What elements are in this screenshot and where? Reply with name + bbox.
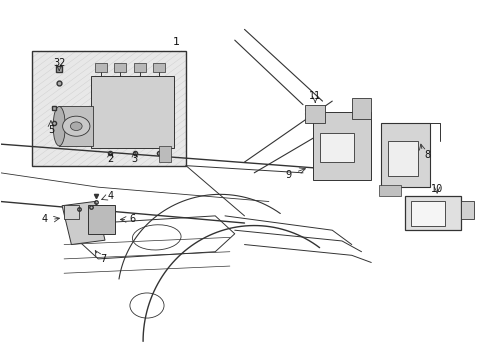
Ellipse shape (53, 107, 65, 146)
Text: 6: 6 (129, 215, 135, 224)
Bar (153, 63, 164, 72)
Bar (114, 63, 126, 72)
Bar (405, 196, 461, 230)
Bar (380, 123, 429, 187)
Text: 7: 7 (100, 254, 106, 264)
Bar (378, 185, 400, 196)
Bar (410, 201, 445, 226)
Bar (64, 205, 79, 220)
Bar (88, 205, 115, 234)
Circle shape (62, 116, 90, 136)
Bar (91, 76, 173, 148)
Text: 3: 3 (131, 154, 138, 164)
Text: 4: 4 (41, 215, 47, 224)
Bar (320, 134, 353, 162)
Text: 11: 11 (308, 91, 321, 101)
Text: 5: 5 (48, 125, 54, 135)
Text: 1: 1 (172, 37, 180, 47)
Bar (312, 112, 370, 180)
Bar (134, 63, 145, 72)
Text: 4: 4 (107, 191, 113, 201)
Bar (59, 107, 93, 146)
Bar (62, 201, 105, 244)
Bar (32, 51, 185, 166)
Bar (95, 63, 106, 72)
Circle shape (70, 122, 82, 131)
Text: 32: 32 (53, 58, 65, 68)
Bar (461, 201, 473, 219)
Bar (305, 105, 325, 123)
Bar (387, 140, 417, 176)
Text: 10: 10 (430, 184, 442, 194)
Text: 9: 9 (285, 170, 291, 180)
Bar (351, 98, 370, 119)
Bar (159, 146, 171, 162)
Text: 8: 8 (424, 150, 429, 160)
Bar (32, 51, 185, 166)
Text: 2: 2 (107, 154, 113, 164)
